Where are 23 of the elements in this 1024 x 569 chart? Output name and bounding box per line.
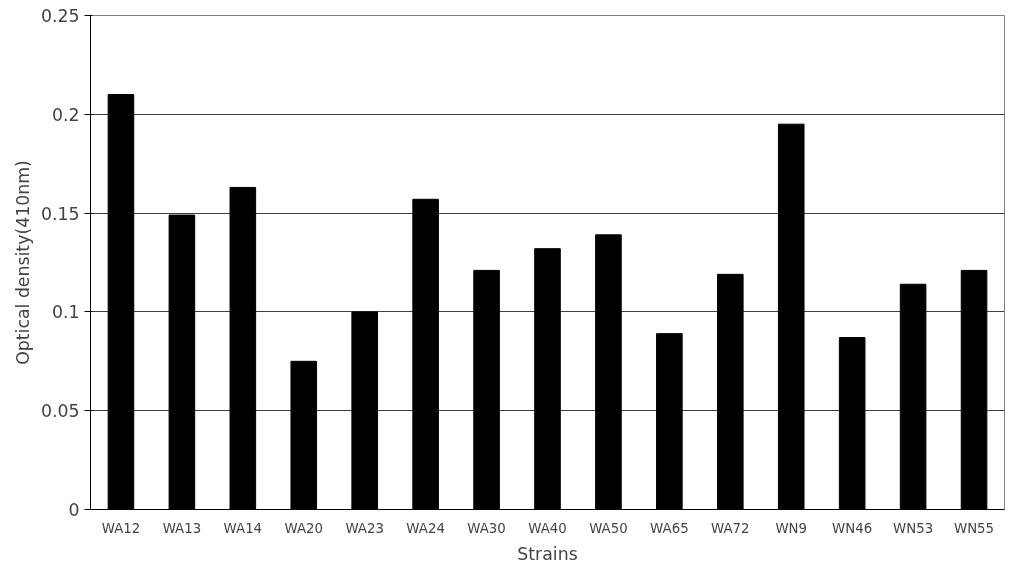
x-tick-label: WA50 (589, 520, 628, 536)
y-tick-label: 0.2 (51, 104, 80, 125)
x-tick-label: WA23 (345, 520, 384, 536)
x-tick-label: WA65 (650, 520, 689, 536)
x-tick-label: WA72 (711, 520, 750, 536)
x-tick-label: WA40 (528, 520, 567, 536)
y-tick-label: 0.05 (40, 401, 80, 422)
x-tick-label: WN9 (775, 520, 808, 536)
y-axis-title: Optical density(410nm) (12, 160, 33, 365)
x-tick-label: WN55 (953, 520, 995, 536)
x-tick-label: WA14 (223, 520, 263, 536)
y-tick-label: 0.1 (51, 302, 80, 323)
x-tick-label: WA24 (406, 520, 445, 536)
x-tick-label: WA30 (467, 520, 506, 536)
y-tick-label: 0 (68, 500, 80, 520)
y-tick-label: 0.15 (40, 203, 80, 224)
x-tick-label: WN53 (893, 520, 934, 536)
x-axis-title: Strains (517, 543, 578, 564)
x-tick-label: WA13 (162, 520, 202, 536)
y-tick-label: 0.25 (40, 6, 80, 26)
x-tick-label: WA20 (284, 520, 324, 536)
x-tick-label: WA12 (101, 520, 141, 536)
x-tick-label: WN46 (832, 520, 873, 536)
